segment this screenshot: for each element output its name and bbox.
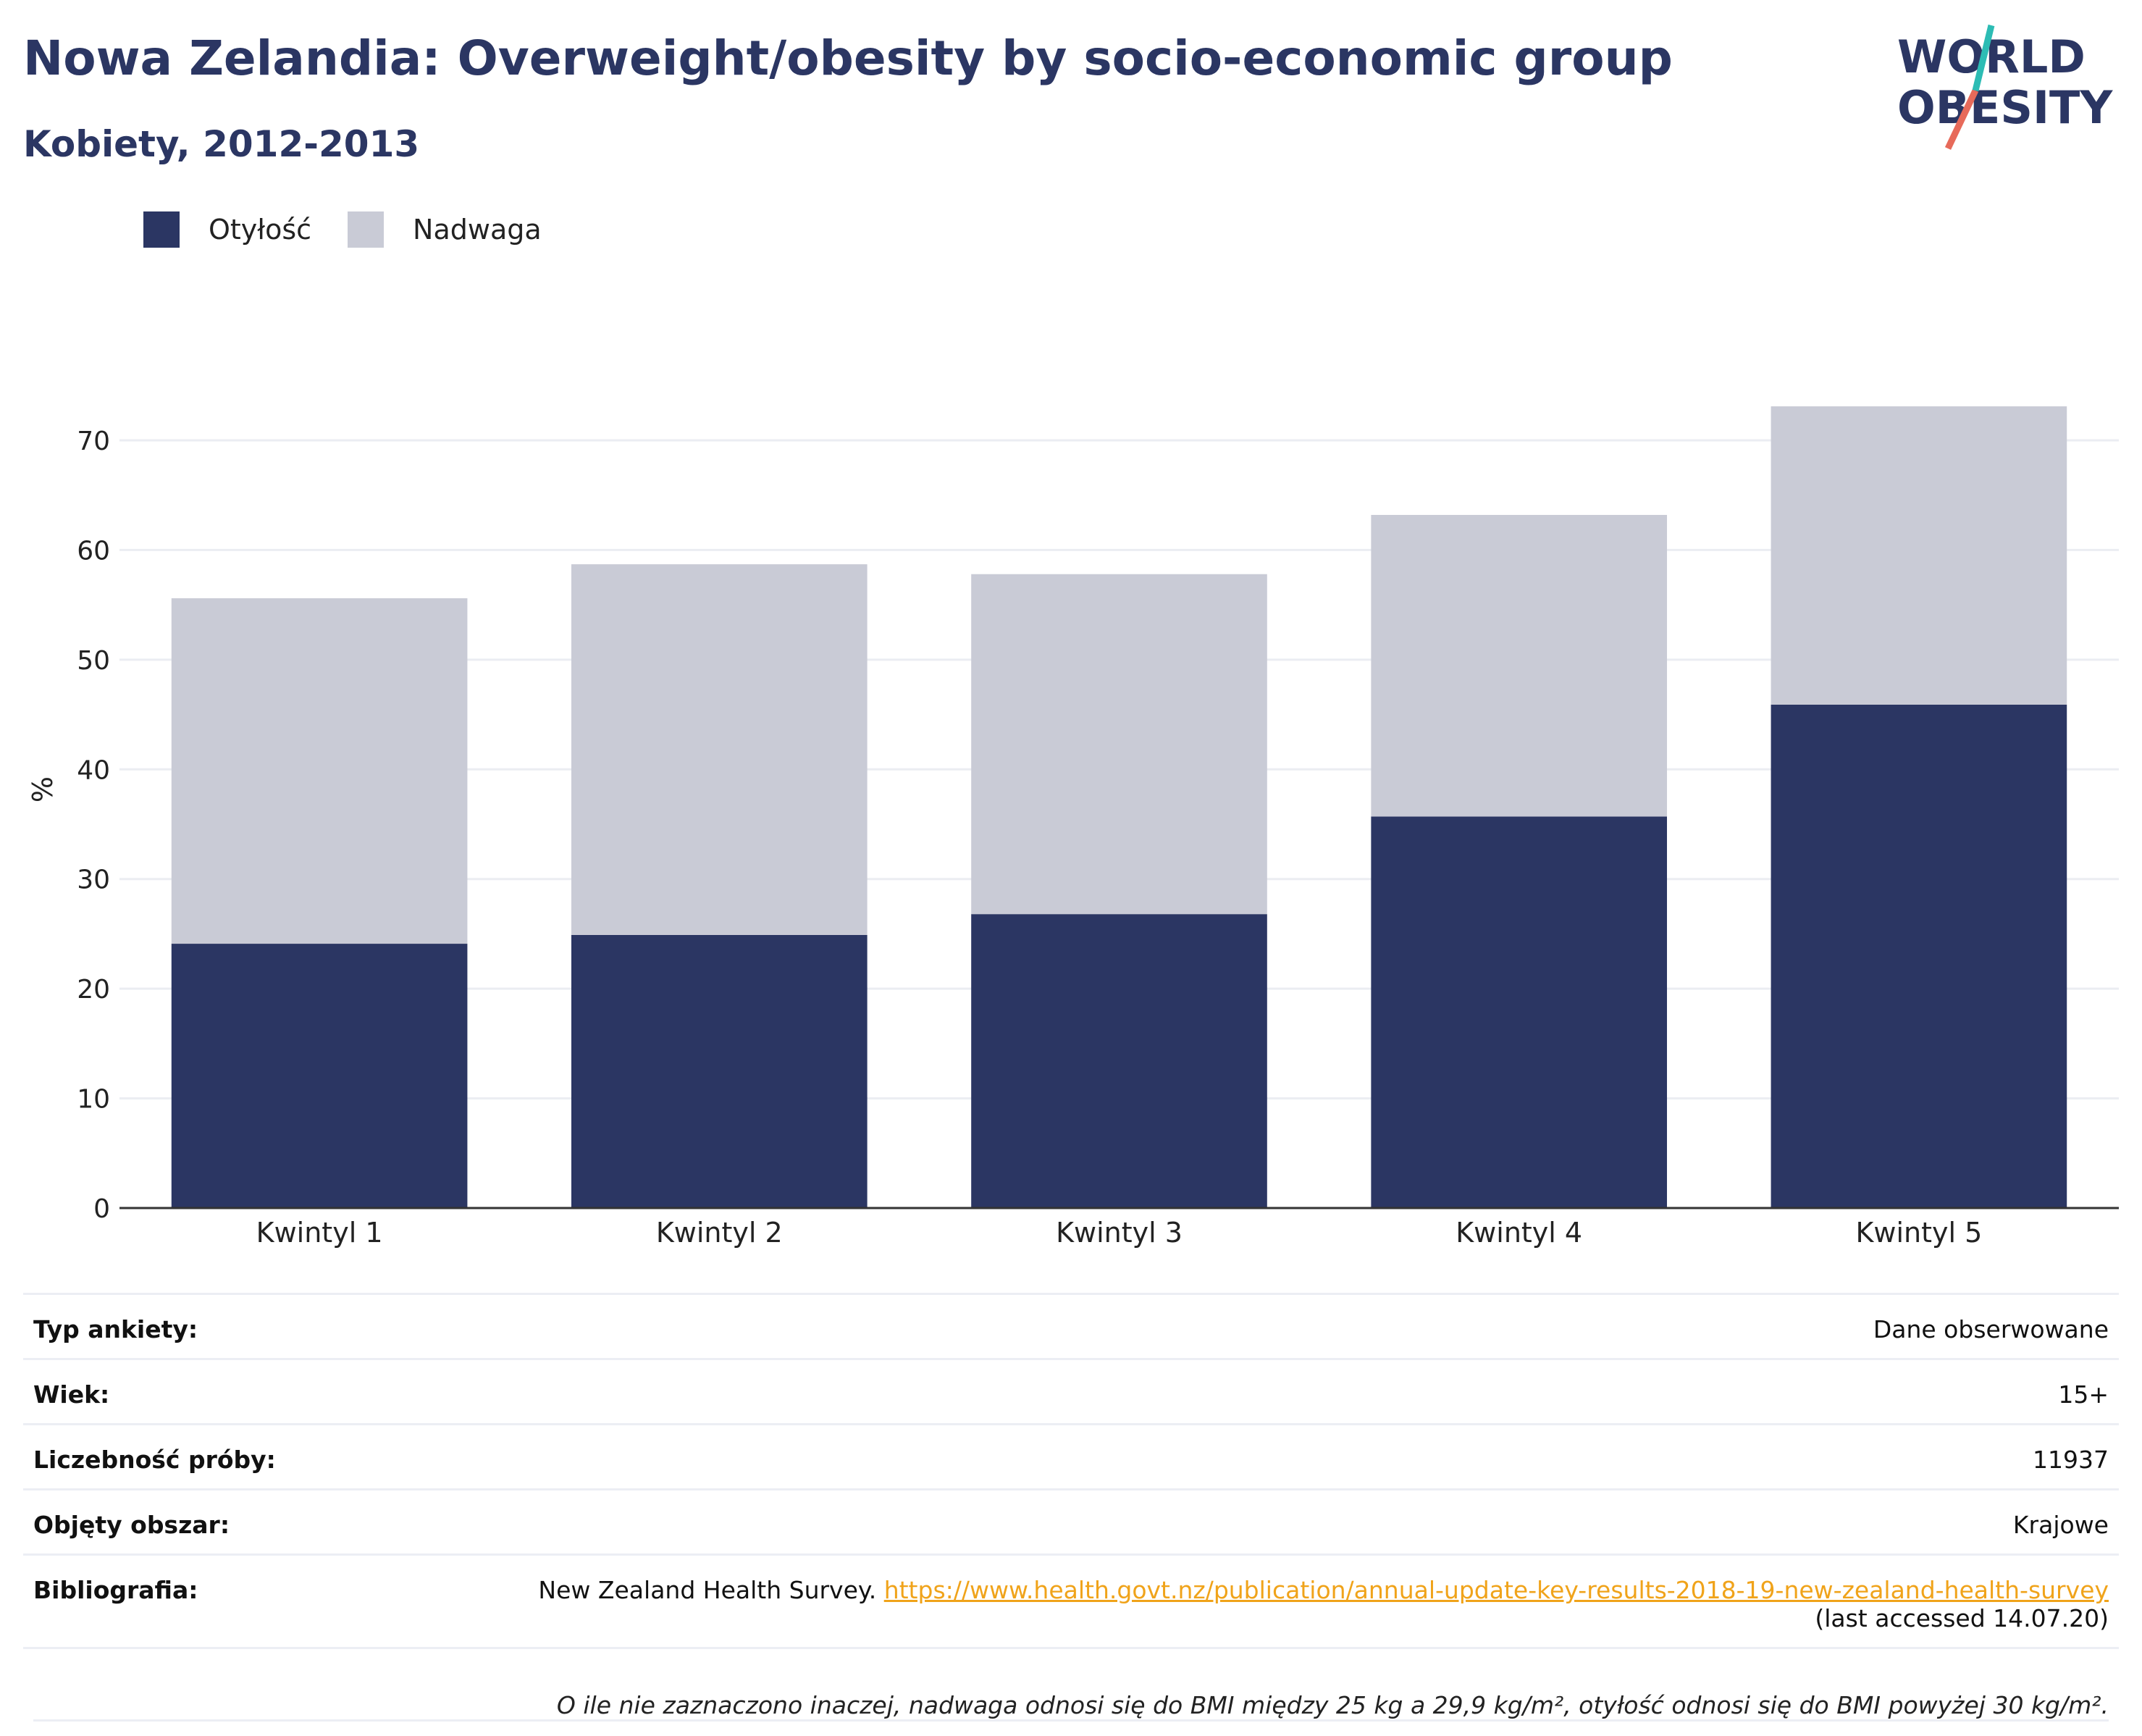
y-axis-label: % <box>27 776 59 802</box>
page-title: Nowa Zelandia: Overweight/obesity by soc… <box>23 30 1673 86</box>
world-obesity-logo: WORLD OBESITY <box>1897 24 2113 150</box>
logo-line2: OBESITY <box>1897 81 2113 134</box>
bar-overweight <box>571 564 868 935</box>
bar-obesity <box>1771 704 2067 1208</box>
y-tick-label: 0 <box>93 1194 110 1224</box>
page-subtitle: Kobiety, 2012-2013 <box>23 123 420 165</box>
y-tick-label: 70 <box>77 427 110 456</box>
y-tick-label: 50 <box>77 646 110 676</box>
legend-label-overweight: Nadwaga <box>413 214 542 246</box>
info-row-note: O ile nie zaznaczono inaczej, nadwaga od… <box>23 1647 2119 1736</box>
bibliography-value: New Zealand Health Survey. https://www.h… <box>538 1576 2109 1632</box>
definition-note: O ile nie zaznaczono inaczej, nadwaga od… <box>33 1669 2109 1722</box>
bar-overweight <box>171 598 468 944</box>
y-tick-label: 10 <box>77 1085 110 1115</box>
info-row-age: Wiek: 15+ <box>23 1358 2119 1423</box>
area-value: Krajowe <box>2012 1511 2109 1539</box>
bibliography-text: New Zealand Health Survey. <box>538 1576 877 1604</box>
y-tick-label: 40 <box>77 755 110 785</box>
area-label: Objęty obszar: <box>33 1511 230 1539</box>
bar-overweight <box>1771 406 2067 705</box>
info-table: Typ ankiety: Dane obserwowane Wiek: 15+ … <box>23 1293 2119 1736</box>
bibliography-link[interactable]: https://www.health.govt.nz/publication/a… <box>883 1576 2109 1604</box>
age-value: 15+ <box>2058 1380 2109 1409</box>
y-tick-label: 20 <box>77 975 110 1005</box>
logo-coral-slash <box>1944 89 1979 150</box>
x-tick-label: Kwintyl 3 <box>1056 1217 1183 1249</box>
legend-label-obesity: Otyłość <box>209 214 312 246</box>
bar-overweight <box>971 574 1267 915</box>
y-tick-label: 30 <box>77 865 110 895</box>
legend-swatch-obesity <box>143 211 180 248</box>
x-tick-label: Kwintyl 4 <box>1456 1217 1582 1249</box>
legend-item-overweight: Nadwaga <box>348 211 542 248</box>
survey-type-value: Dane obserwowane <box>1873 1315 2109 1343</box>
info-row-bibliography: Bibliografia: New Zealand Health Survey.… <box>23 1553 2119 1647</box>
x-tick-label: Kwintyl 2 <box>656 1217 783 1249</box>
bar-obesity <box>171 944 468 1208</box>
bar-obesity <box>571 934 868 1208</box>
bibliography-accessed: (last accessed 14.07.20) <box>1815 1604 2109 1632</box>
stacked-bar-chart: 0 10 20 30 40 50 60 70% Kwintyl 1 Kwintyl 2 Kwinty… <box>27 406 2119 1249</box>
info-row-sample: Liczebność próby: 11937 <box>23 1423 2119 1488</box>
legend-item-obesity: Otyłość <box>143 211 311 248</box>
survey-type-label: Typ ankiety: <box>33 1315 198 1343</box>
bar-obesity <box>971 914 1267 1208</box>
bar-overweight <box>1371 514 1668 817</box>
info-row-area: Objęty obszar: Krajowe <box>23 1488 2119 1553</box>
logo-teal-slash <box>1972 24 1995 92</box>
info-row-survey-type: Typ ankiety: Dane obserwowane <box>23 1293 2119 1358</box>
sample-value: 11937 <box>2033 1446 2109 1474</box>
bibliography-label: Bibliografia: <box>33 1576 198 1604</box>
sample-label: Liczebność próby: <box>33 1446 276 1474</box>
y-tick-label: 60 <box>77 536 110 566</box>
bar-obesity <box>1371 816 1668 1208</box>
legend-swatch-overweight <box>348 211 385 248</box>
x-tick-label: Kwintyl 1 <box>256 1217 383 1249</box>
age-label: Wiek: <box>33 1380 110 1409</box>
x-tick-label: Kwintyl 5 <box>1855 1217 1982 1249</box>
chart-legend: Otyłość Nadwaga <box>143 211 578 248</box>
